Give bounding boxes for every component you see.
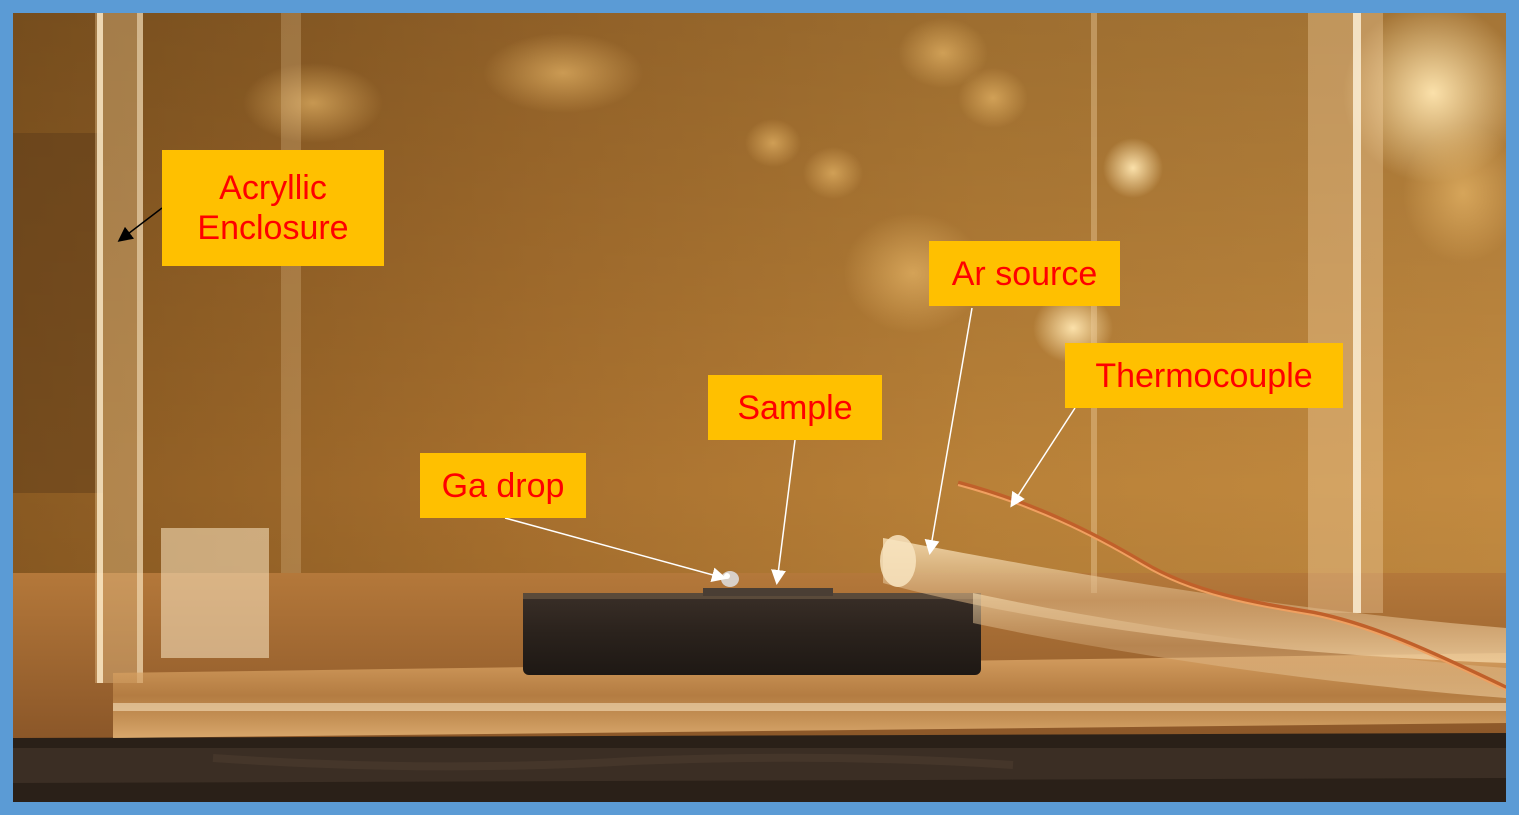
- label-thermocouple: Thermocouple: [1065, 343, 1343, 408]
- label-acrylic-enclosure: Acryllic Enclosure: [162, 150, 384, 266]
- label-ar-source: Ar source: [929, 241, 1120, 306]
- label-ga-drop: Ga drop: [420, 453, 586, 518]
- label-sample: Sample: [708, 375, 882, 440]
